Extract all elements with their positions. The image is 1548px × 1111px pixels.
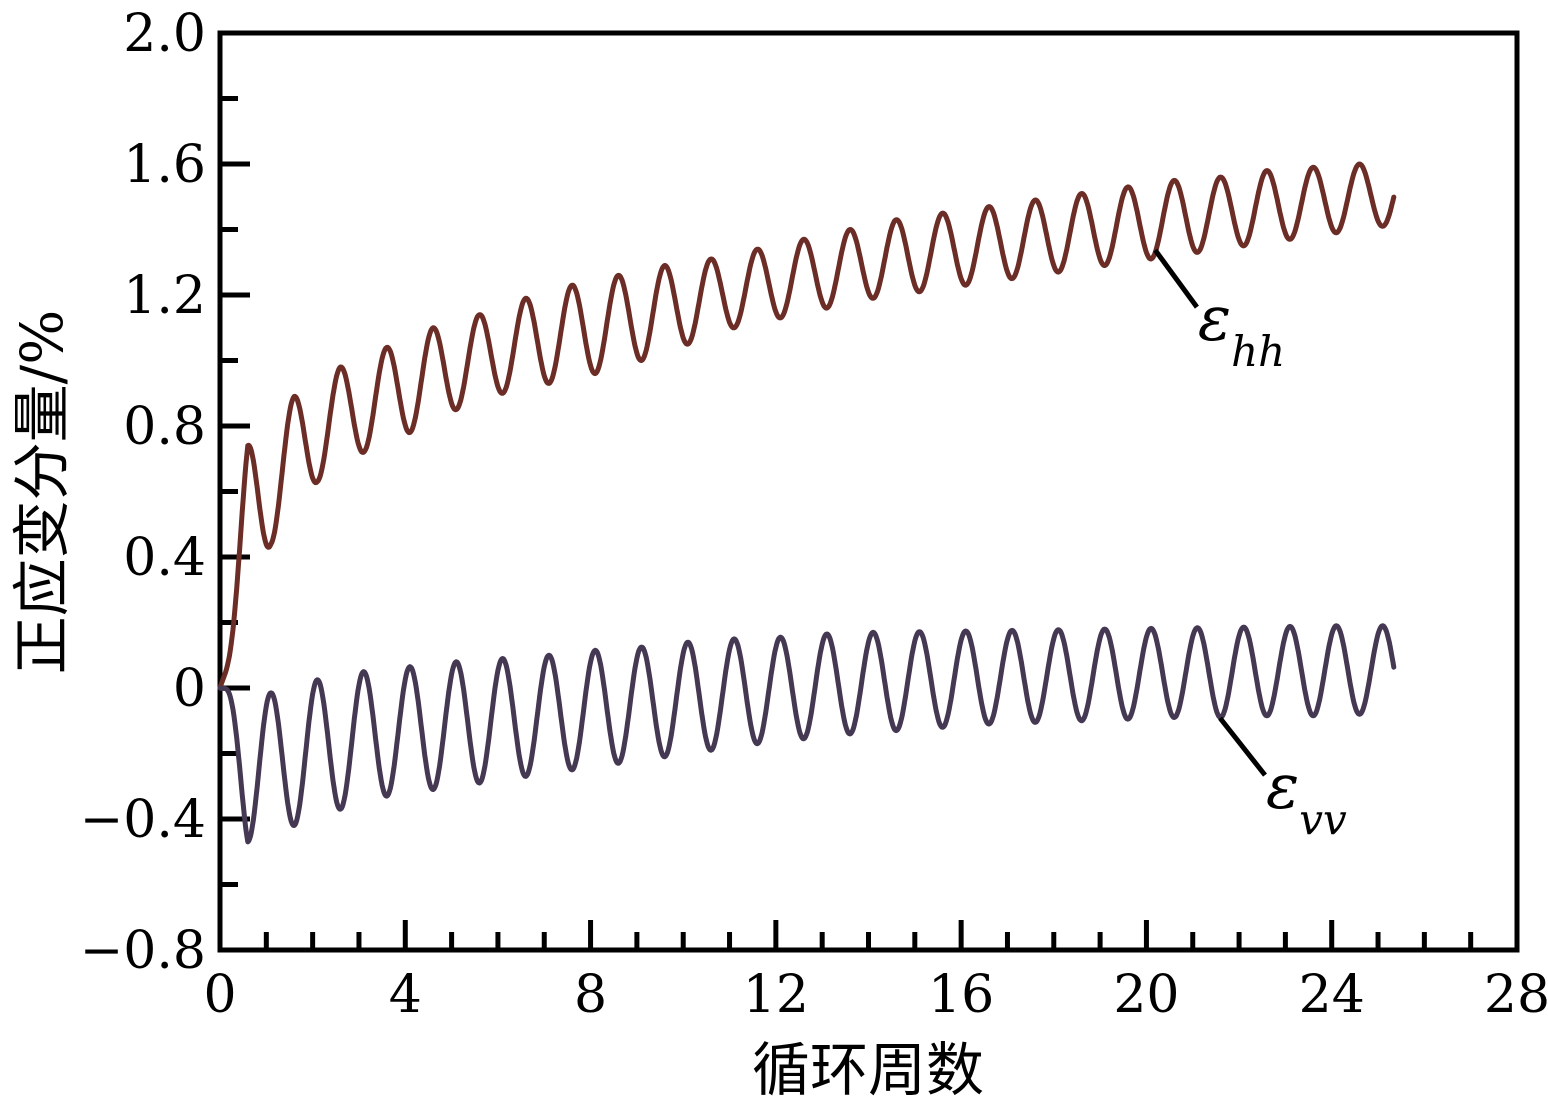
annotation-ehh-label: εhh [1198,282,1285,376]
y-tick-label: 1.6 [123,135,206,195]
x-tick-label: 16 [928,965,994,1025]
x-tick-label: 0 [203,965,236,1025]
y-tick-label: 0.4 [123,528,206,588]
y-tick-label: −0.8 [80,921,206,981]
axis-ticks [217,30,1520,953]
plot-frame [217,30,1520,953]
epsilon-hh-subscript: hh [1231,327,1285,376]
x-tick-label: 24 [1299,965,1365,1025]
axis-tick-labels: 0 4 8 12 16 20 24 28 −0.8 −0.4 0 0.4 0.8 1.2 1.6 2.0 [80,4,1548,1025]
y-axis-title: 正应变分量/% [8,310,76,675]
x-tick-label: 12 [743,965,809,1025]
y-tick-label: 0.8 [123,397,206,457]
x-tick-label: 4 [389,965,422,1025]
epsilon-hh-symbol: ε [1198,282,1231,355]
y-tick-label: 2.0 [123,4,206,64]
y-tick-label: 0 [173,659,206,719]
y-tick-label: 1.2 [123,266,206,326]
annotation-evv-leader-line [1218,716,1267,777]
annotation-ehh: εhh [1153,248,1285,376]
epsilon-vv-subscript: vv [1299,795,1347,844]
y-tick-label: −0.4 [80,790,206,850]
annotation-evv: εvv [1218,716,1347,844]
x-tick-label: 20 [1113,965,1179,1025]
epsilon-vv-symbol: ε [1266,750,1299,823]
annotation-evv-label: εvv [1266,750,1347,844]
x-axis-title: 循环周数 [752,1036,984,1104]
annotation-ehh-leader-line [1153,248,1199,309]
x-tick-label: 28 [1484,965,1548,1025]
series-ehh-curve [217,161,1397,691]
series-evv-curve [217,623,1397,845]
x-tick-label: 8 [574,965,607,1025]
